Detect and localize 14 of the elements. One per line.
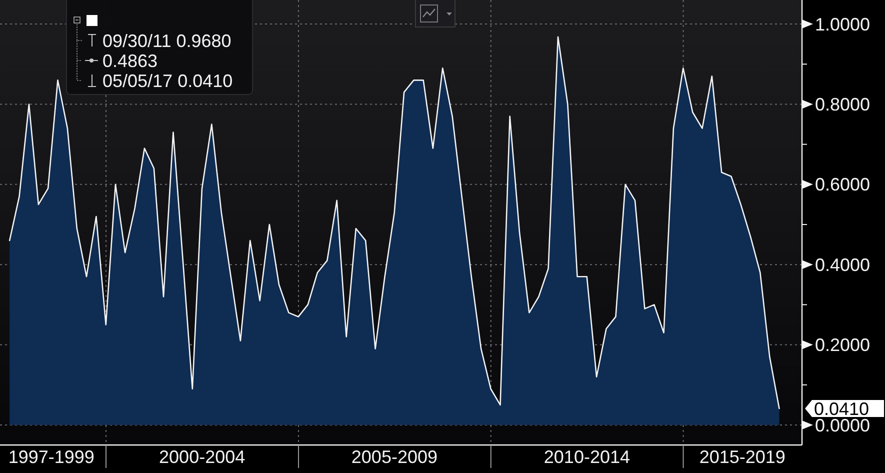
x-tick-label: 2000-2004: [159, 447, 246, 467]
x-tick-label: 2010-2014: [544, 447, 630, 467]
x-tick-label: 2005-2009: [351, 447, 438, 467]
annotation: 09/30/11 0.9680: [102, 30, 232, 51]
y-tick-label: 0.4000: [815, 254, 870, 275]
y-tick-label: 0.2000: [815, 335, 870, 356]
x-tick-label: 1997-1999: [8, 447, 94, 467]
y-tick-label: 0.6000: [815, 174, 870, 195]
stats-box: 09/30/11 0.9680 0.4863 05/05/17 0.0410: [66, 0, 253, 95]
y-tick-label: 1.0000: [815, 14, 870, 34]
x-tick-label: 2015-2019: [699, 447, 786, 467]
annotation: 05/05/17 0.0410: [102, 70, 233, 91]
annotation: 0.4863: [102, 50, 158, 71]
y-tick-label: 0.8000: [815, 94, 870, 115]
